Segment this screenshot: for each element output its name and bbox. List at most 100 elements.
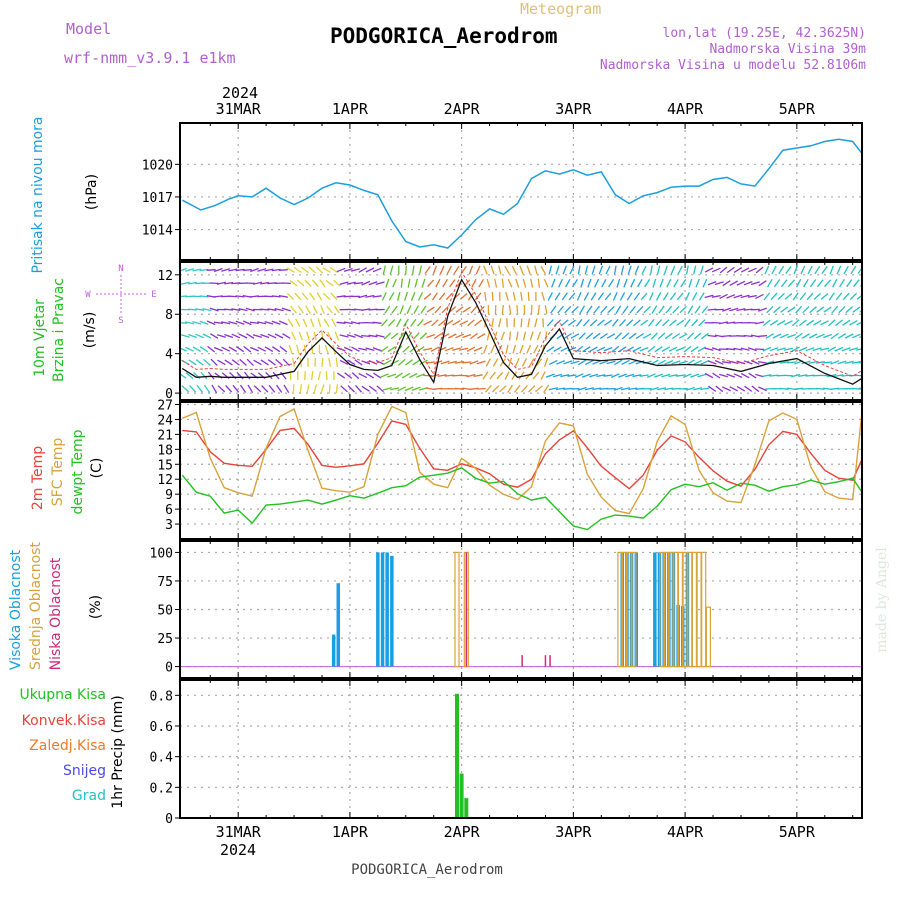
wind-arrow — [562, 265, 568, 275]
wind-arrow — [766, 305, 774, 314]
wind-arrow — [279, 345, 288, 353]
wind-arrow — [213, 321, 223, 325]
wind-arrow — [850, 265, 857, 275]
wind-arrow — [836, 265, 842, 275]
wind-arrow — [344, 372, 353, 379]
wind-arrow — [189, 385, 197, 393]
temp-dew-label: dewpt Temp — [70, 429, 86, 514]
wind-arrow — [399, 305, 405, 315]
wind-arrow — [232, 384, 240, 393]
wind-arrow — [615, 305, 622, 314]
wind-arrow — [690, 346, 699, 353]
wind-arrow — [830, 332, 839, 340]
wind-arrow — [278, 269, 288, 271]
wind-arrow — [652, 278, 657, 288]
wind-arrow — [700, 360, 710, 365]
y-tick-label: 12 — [157, 269, 173, 284]
wind-arrow — [373, 372, 382, 379]
wind-arrow — [802, 305, 810, 314]
wind-arrow — [304, 371, 306, 381]
wind-arrow — [649, 386, 659, 391]
wind-arrow — [478, 278, 485, 288]
wind-arrow — [567, 319, 576, 326]
wind-arrow — [618, 373, 627, 378]
wind-arrow — [351, 372, 360, 380]
wind-arrow — [185, 268, 195, 272]
wind-arrow — [736, 280, 746, 286]
wind-arrow — [486, 278, 491, 288]
wind-arrow — [521, 358, 528, 367]
wind-arrow — [831, 305, 839, 314]
wind-arrow — [708, 385, 717, 392]
wind-arrow — [647, 345, 656, 353]
wind-arrow — [498, 318, 502, 328]
wind-arrow — [563, 360, 573, 365]
wind-arrow — [207, 345, 216, 353]
wind-arrow — [526, 265, 531, 275]
wind-arrow — [407, 278, 411, 288]
high-cloud-bar — [336, 583, 340, 667]
wind-arrow — [484, 291, 487, 301]
wind-arrow — [729, 307, 739, 312]
wind-arrow — [431, 319, 439, 327]
y-tick-label: 0.2 — [150, 781, 173, 796]
wind-arrow — [514, 358, 520, 367]
wind-arrow — [474, 319, 483, 327]
wind-arrow — [328, 357, 332, 367]
wind-arrow — [589, 319, 598, 327]
wind-arrow — [807, 265, 813, 275]
wind-arrow — [693, 332, 702, 340]
wind-arrow — [326, 305, 334, 314]
wind-arrow — [474, 292, 482, 301]
wind-arrow — [712, 372, 721, 379]
wind-arrow — [423, 293, 432, 300]
wind-arrow — [596, 319, 605, 327]
wind-arrow — [238, 333, 248, 339]
wind-arrow — [372, 267, 382, 273]
wind-arrow — [417, 292, 423, 301]
wind-arrow — [306, 331, 310, 341]
wind-gust-line — [182, 270, 863, 377]
wind-arrow — [494, 278, 498, 288]
wind-arrow — [755, 266, 764, 274]
wind-arrow — [699, 265, 704, 275]
station-title: PODGORICA_Aerodrom — [330, 24, 558, 48]
wind-arrow — [686, 332, 695, 340]
pressure-label: Pritisak na nivou mora — [30, 116, 46, 273]
wind-arrow — [596, 346, 606, 352]
wind-arrow — [555, 387, 566, 391]
wind-arrow — [848, 347, 858, 352]
y-tick-label: 9 — [165, 488, 173, 503]
wind-arrow — [320, 305, 325, 314]
high-cloud-bar — [385, 552, 389, 667]
wind-arrow — [203, 384, 211, 393]
wind-arrow — [452, 320, 461, 326]
wind-arrow — [257, 268, 267, 272]
wind-arrow — [397, 358, 406, 366]
wind-arrow — [843, 265, 849, 275]
wind-arrow — [736, 308, 746, 312]
wind-arrow — [580, 278, 585, 288]
wind-arrow — [535, 358, 543, 367]
wind-arrow — [560, 319, 569, 327]
wind-arrow — [409, 345, 418, 353]
y-tick-label: 27 — [157, 398, 173, 413]
wind-arrow — [416, 346, 425, 353]
wind-arrow — [246, 358, 254, 367]
wind-arrow — [343, 346, 353, 352]
temp-sfc-label: SFC Temp — [50, 438, 66, 507]
wind-arrow — [381, 292, 387, 301]
wind-arrow — [540, 265, 546, 275]
wind-arrow — [555, 265, 560, 275]
wind-arrow — [365, 372, 375, 379]
wind-arrow — [417, 318, 424, 327]
wind-arrow — [606, 333, 616, 339]
wind-arrow — [691, 319, 699, 327]
wind-arrow — [597, 292, 605, 301]
wind-arrow — [316, 292, 323, 301]
wind-arrow — [549, 359, 558, 365]
bottom-year: 2024 — [220, 841, 256, 859]
wind-arrow — [267, 333, 277, 339]
wind-arrow — [408, 373, 418, 379]
wind-arrow — [242, 320, 252, 326]
